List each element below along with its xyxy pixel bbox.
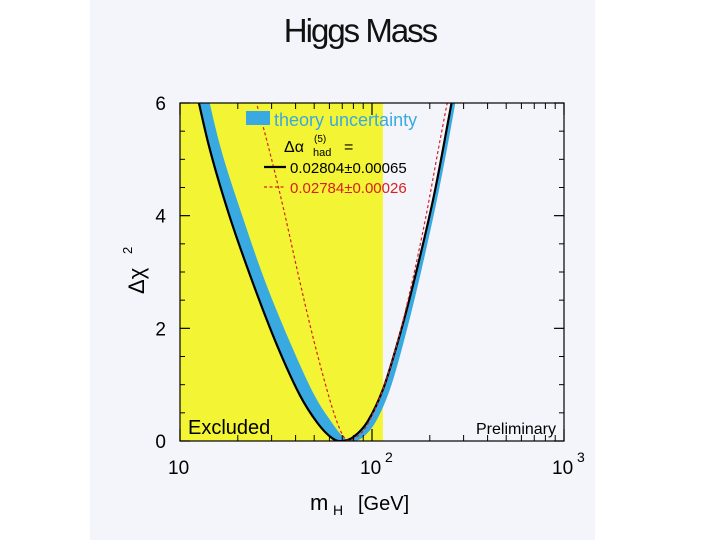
excluded-label: Excluded (188, 417, 270, 439)
x-tick-label-exp: 3 (577, 449, 585, 465)
y-axis-label-group: Δχ 2 (120, 247, 149, 294)
x-tick-label-exp: 2 (385, 449, 393, 465)
y-tick-label: 6 (155, 94, 166, 115)
legend-header-sub: had (313, 147, 331, 159)
legend-entry-2: 0.02784±0.00026 (290, 180, 407, 197)
theory-uncertainty-band (198, 103, 456, 441)
page-title: Higgs Mass (283, 12, 438, 49)
y-tick-label: 0 (155, 432, 166, 453)
y-axis-label-sup: 2 (120, 247, 135, 254)
y-tick-label: 4 (155, 207, 166, 228)
x-axis-label-sub: H (333, 502, 343, 518)
x-tick-label-base: 10 (168, 458, 189, 479)
preliminary-label: Preliminary (476, 421, 556, 438)
x-tick-label-base: 10 (360, 458, 381, 479)
x-axis-label: m (310, 490, 328, 515)
legend-header-eq: = (344, 139, 353, 156)
legend-band-label: theory uncertainty (274, 110, 417, 130)
chi2-curve-1 (197, 103, 453, 441)
legend-header-sup: (5) (314, 134, 326, 145)
x-axis-unit: [GeV] (358, 493, 409, 515)
x-tick-label-base: 10 (552, 458, 573, 479)
legend-band-swatch (246, 111, 270, 125)
legend-header: Δα (284, 139, 304, 156)
y-axis-label: Δχ (124, 267, 149, 294)
y-tick-label: 2 (155, 319, 166, 340)
legend-entry-1: 0.02804±0.00065 (290, 160, 407, 177)
